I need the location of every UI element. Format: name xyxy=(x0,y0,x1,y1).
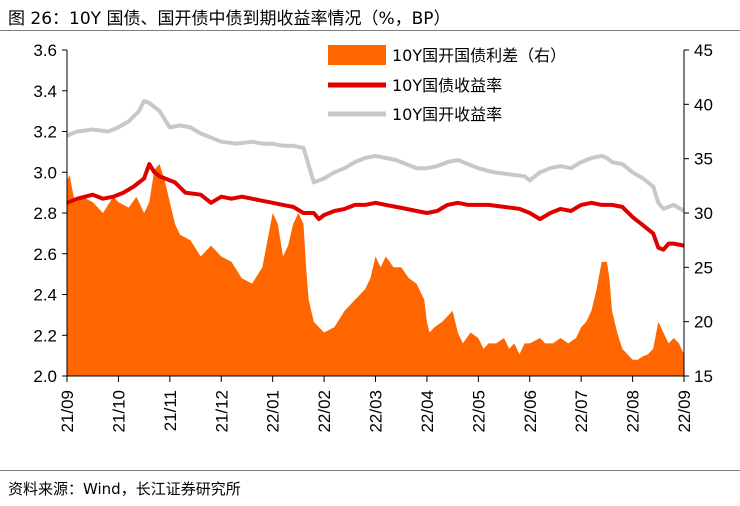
legend: 10Y国开国债利差（右） 10Y国债收益率 10Y国开收益率 xyxy=(328,45,566,124)
right-tick-label: 30 xyxy=(694,204,713,223)
x-tick-label: 22/04 xyxy=(418,390,437,433)
left-tick-label: 2.2 xyxy=(33,326,57,345)
left-tick-label: 3.6 xyxy=(33,41,57,60)
x-tick-label: 21/11 xyxy=(161,390,180,431)
left-tick-label: 2.4 xyxy=(33,286,57,305)
x-tick-label: 22/07 xyxy=(572,390,591,433)
yield-chart: 2.0 2.2 2.4 2.6 2.8 3.0 3.2 3.4 3.6 15 20 25 30 35 40 4… xyxy=(33,41,713,433)
x-tick-label: 22/08 xyxy=(624,390,643,433)
series-gov-line xyxy=(66,162,685,252)
legend-swatch-spread xyxy=(328,45,386,65)
chart-title: 图 26：10Y 国债、国开债中债到期收益率情况（%，BP） xyxy=(8,9,451,29)
legend-label-cdb: 10Y国开收益率 xyxy=(392,105,502,124)
source-divider xyxy=(0,470,740,471)
right-tick-label: 40 xyxy=(694,95,713,114)
left-tick-label: 3.4 xyxy=(33,82,57,101)
left-tick-label: 2.6 xyxy=(33,245,57,264)
legend-label-spread: 10Y国开国债利差（右） xyxy=(392,46,566,65)
x-tick-label: 22/05 xyxy=(469,390,488,433)
right-tick-label: 45 xyxy=(694,41,713,60)
x-tick-label: 21/12 xyxy=(212,390,231,433)
x-tick-label: 22/06 xyxy=(521,390,540,433)
x-tick-label: 22/02 xyxy=(315,390,334,433)
left-tick-label: 2.0 xyxy=(33,367,57,386)
axes: 2.0 2.2 2.4 2.6 2.8 3.0 3.2 3.4 3.6 15 20 25 30 35 40 4… xyxy=(33,41,713,433)
x-tick-label: 22/03 xyxy=(367,390,386,433)
spread-area-layer xyxy=(66,98,686,376)
left-tick-label: 3.0 xyxy=(33,163,57,182)
right-tick-label: 20 xyxy=(694,313,713,332)
x-tick-label: 22/09 xyxy=(675,390,694,433)
x-tick-label: 21/09 xyxy=(58,390,77,433)
series-spread-area xyxy=(67,164,684,376)
right-tick-label: 25 xyxy=(694,258,713,277)
source-note: 资料来源：Wind，长江证券研究所 xyxy=(8,480,241,498)
left-tick-label: 3.2 xyxy=(33,123,57,142)
left-tick-label: 2.8 xyxy=(33,204,57,223)
legend-label-gov: 10Y国债收益率 xyxy=(392,76,502,95)
x-tick-label: 22/01 xyxy=(264,390,283,433)
right-tick-label: 15 xyxy=(694,367,713,386)
yield-lines-layer xyxy=(66,162,685,252)
right-tick-label: 35 xyxy=(694,150,713,169)
title-divider xyxy=(0,30,740,31)
series-cdb-line xyxy=(66,98,686,213)
x-tick-label: 21/10 xyxy=(109,390,128,433)
